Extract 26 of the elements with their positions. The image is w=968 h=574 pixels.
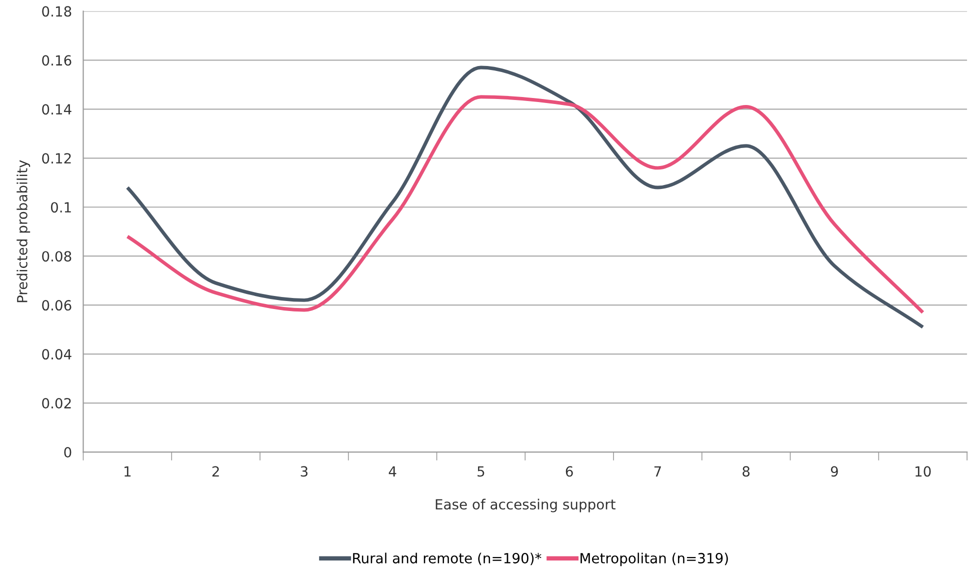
legend-label: Metropolitan (n=319) — [580, 552, 728, 566]
y-tick-label: 0.06 — [42, 300, 72, 311]
x-tick-label: 6 — [566, 466, 573, 477]
y-tick-label: 0.1 — [50, 202, 71, 213]
legend-label: Rural and remote (n=190)* — [353, 552, 542, 566]
x-tick-label: 7 — [654, 466, 661, 476]
x-tick-label: 4 — [388, 466, 396, 476]
line-series — [126, 95, 925, 314]
line-series — [126, 66, 925, 329]
y-tick-label: 0.14 — [42, 104, 72, 115]
x-tick-label: 8 — [742, 466, 750, 477]
x-tick-label: 10 — [916, 466, 931, 477]
x-tick-label: 9 — [830, 466, 838, 477]
y-tick-label: 0.04 — [42, 349, 72, 360]
y-tick-label: 0.18 — [42, 6, 72, 17]
x-tick-label: 3 — [300, 466, 308, 477]
x-tick-label: 5 — [478, 466, 484, 477]
y-tick-label: 0.02 — [42, 398, 71, 409]
y-axis-title: Predicted probability — [16, 160, 30, 302]
y-tick-label: 0.08 — [42, 251, 72, 262]
x-axis-title: Ease of accessing support — [436, 498, 616, 512]
y-tick-label: 0 — [64, 446, 72, 458]
y-tick-label: 0.12 — [42, 153, 71, 164]
x-tick-label: 1 — [124, 466, 131, 476]
y-tick-label: 0.16 — [42, 55, 72, 66]
x-tick-label: 2 — [212, 466, 219, 476]
